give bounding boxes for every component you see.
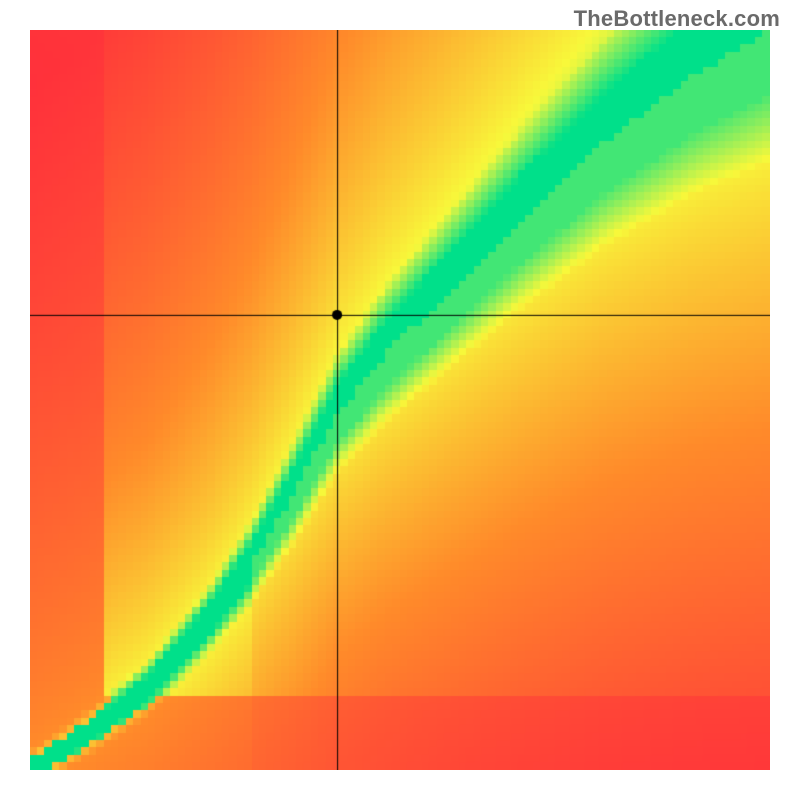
heatmap-plot (30, 30, 770, 770)
heatmap-canvas (30, 30, 770, 770)
chart-container: TheBottleneck.com (0, 0, 800, 800)
watermark-text: TheBottleneck.com (574, 6, 780, 32)
